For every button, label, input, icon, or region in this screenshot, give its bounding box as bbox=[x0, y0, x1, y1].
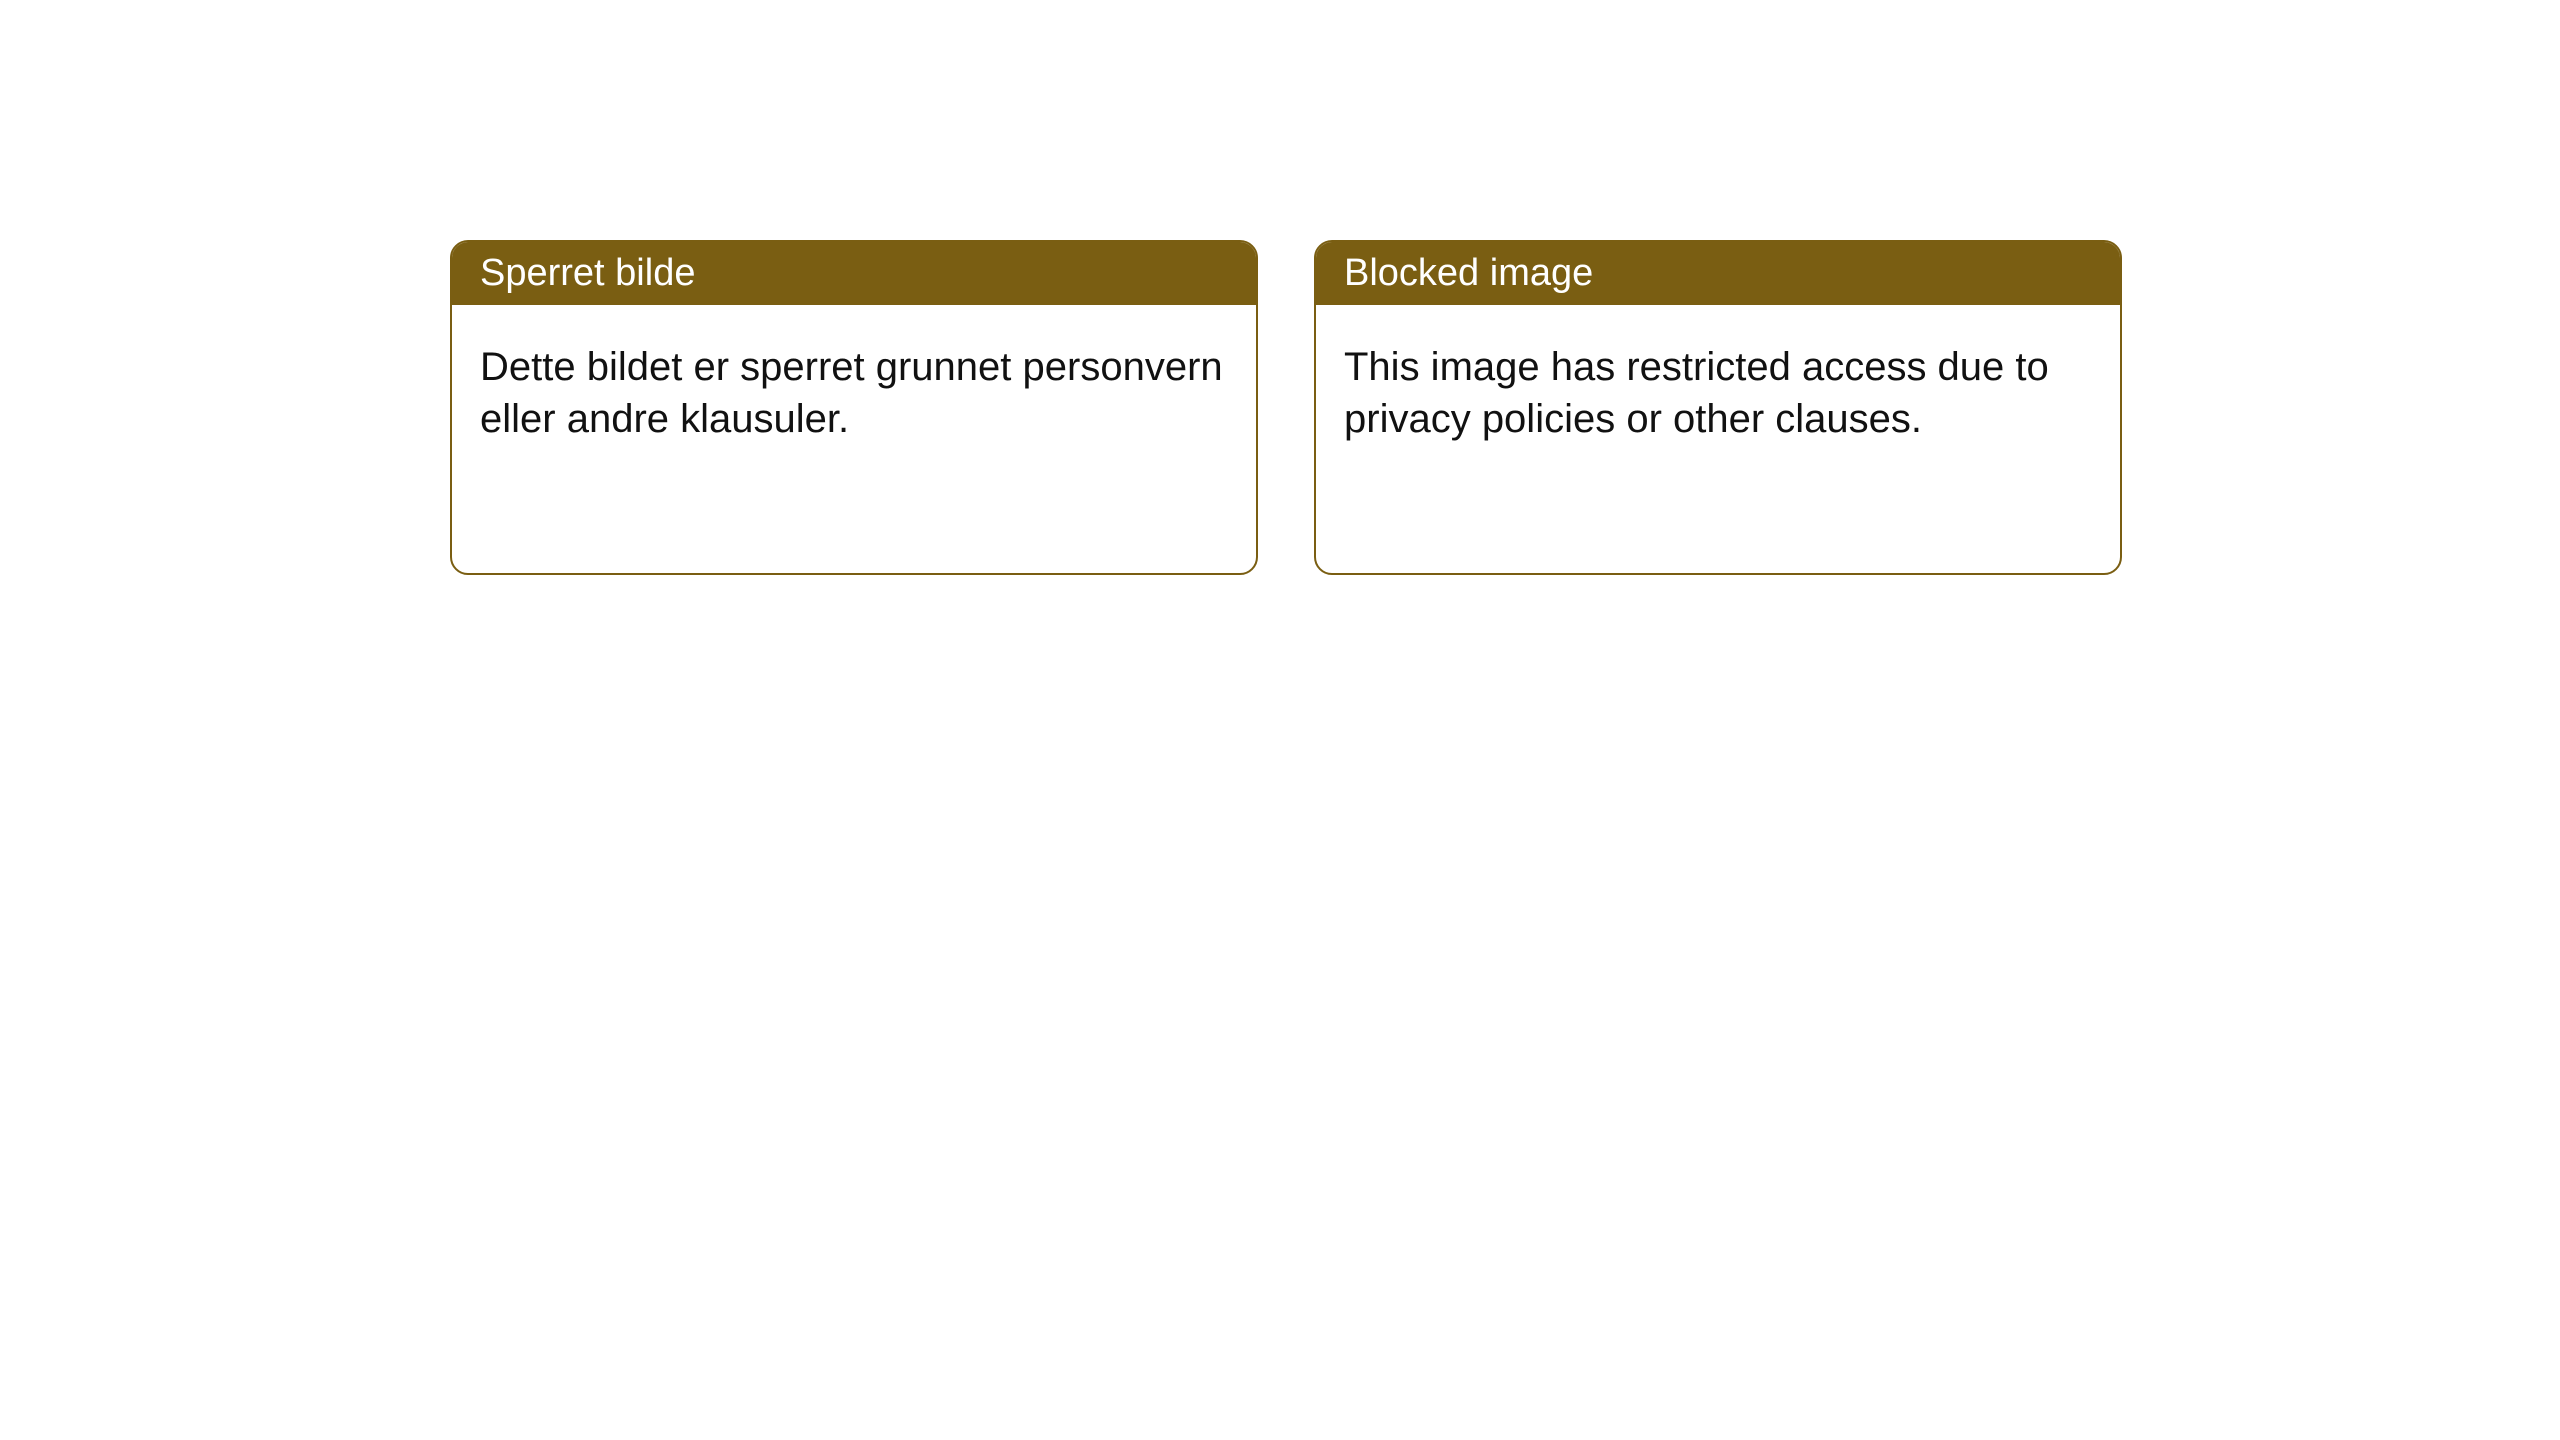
notice-card-english: Blocked image This image has restricted … bbox=[1314, 240, 2122, 575]
card-header: Blocked image bbox=[1316, 242, 2120, 305]
notice-container: Sperret bilde Dette bildet er sperret gr… bbox=[0, 0, 2560, 575]
card-body: Dette bildet er sperret grunnet personve… bbox=[452, 305, 1256, 481]
card-title: Blocked image bbox=[1344, 252, 1593, 294]
notice-card-norwegian: Sperret bilde Dette bildet er sperret gr… bbox=[450, 240, 1258, 575]
card-header: Sperret bilde bbox=[452, 242, 1256, 305]
card-message: This image has restricted access due to … bbox=[1344, 345, 2049, 441]
card-title: Sperret bilde bbox=[480, 252, 695, 294]
card-body: This image has restricted access due to … bbox=[1316, 305, 2120, 481]
card-message: Dette bildet er sperret grunnet personve… bbox=[480, 345, 1223, 441]
